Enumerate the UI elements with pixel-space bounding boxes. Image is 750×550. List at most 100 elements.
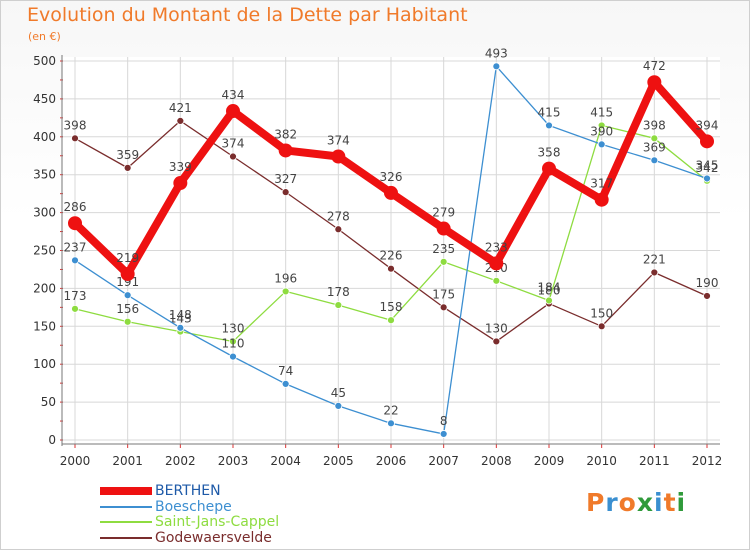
data-label: 394	[696, 118, 719, 132]
data-label: 493	[485, 46, 508, 60]
legend-swatch	[100, 487, 152, 495]
data-label: 339	[169, 160, 192, 174]
data-label: 382	[274, 127, 297, 141]
data-point	[387, 316, 395, 325]
data-label: 148	[169, 308, 192, 322]
data-label: 221	[643, 252, 666, 266]
data-point	[650, 156, 659, 165]
data-point	[123, 163, 132, 172]
x-tick-label: 2001	[112, 454, 143, 468]
x-tick-label: 2008	[481, 454, 512, 468]
data-point	[492, 62, 501, 71]
data-label: 345	[696, 158, 719, 172]
data-point	[71, 304, 79, 313]
x-tick-label: 2011	[639, 454, 670, 468]
data-point	[542, 161, 556, 176]
data-point	[492, 276, 501, 285]
y-tick-label: 300	[33, 206, 56, 220]
data-point	[387, 264, 395, 273]
data-point	[597, 121, 606, 130]
data-label: 434	[222, 88, 245, 102]
data-label: 190	[696, 276, 719, 290]
data-point	[71, 256, 79, 265]
data-point	[439, 257, 448, 266]
x-tick-label: 2000	[60, 454, 91, 468]
data-label: 327	[274, 172, 297, 186]
data-point	[545, 296, 553, 305]
data-label: 150	[590, 306, 613, 320]
data-label: 472	[643, 59, 666, 73]
data-point	[703, 174, 711, 183]
data-point	[436, 221, 451, 236]
data-label: 398	[64, 118, 87, 132]
data-point	[176, 116, 185, 125]
data-label: 178	[327, 285, 350, 299]
data-point	[334, 401, 343, 410]
data-point	[489, 256, 504, 271]
data-point	[173, 176, 188, 191]
data-label: 110	[222, 337, 245, 351]
data-label: 156	[116, 302, 139, 316]
data-label: 421	[169, 101, 192, 115]
data-label: 219	[116, 251, 139, 265]
data-label: 415	[590, 105, 613, 119]
data-label: 278	[327, 209, 350, 223]
data-label: 415	[538, 105, 561, 119]
data-label: 22	[383, 403, 398, 417]
data-point	[68, 216, 82, 231]
y-tick-label: 150	[33, 319, 56, 333]
data-point	[439, 303, 448, 312]
data-label: 143	[169, 312, 192, 326]
data-point	[281, 188, 290, 197]
data-point	[120, 266, 135, 281]
y-tick-label: 350	[33, 168, 56, 182]
x-tick-label: 2002	[165, 454, 196, 468]
x-tick-label: 2012	[692, 454, 723, 468]
data-label: 180	[538, 284, 561, 298]
data-label: 196	[274, 271, 297, 285]
data-point	[229, 152, 237, 161]
data-label: 175	[432, 287, 455, 301]
data-label: 45	[331, 386, 346, 400]
legend-swatch	[100, 521, 152, 523]
data-label: 390	[590, 124, 613, 138]
x-tick-label: 2009	[534, 454, 565, 468]
legend-label: Godewaersvelde	[155, 529, 272, 546]
legend-label: Saint-Jans-Cappel	[155, 514, 280, 530]
data-label: 358	[538, 146, 561, 160]
data-label: 398	[643, 118, 666, 132]
data-label: 374	[327, 134, 350, 148]
data-label: 359	[116, 148, 139, 162]
x-tick-label: 2007	[428, 454, 459, 468]
data-point	[334, 225, 343, 234]
data-label: 158	[380, 300, 403, 314]
data-point	[650, 134, 659, 143]
data-label: 130	[485, 321, 508, 335]
x-tick-label: 2005	[323, 454, 354, 468]
data-point	[123, 317, 132, 326]
y-tick-label: 450	[33, 92, 56, 106]
data-point	[281, 380, 290, 388]
y-tick-label: 500	[33, 54, 56, 68]
data-point	[594, 192, 609, 207]
data-label: 326	[380, 170, 403, 184]
data-point	[703, 292, 711, 300]
data-label: 74	[278, 364, 293, 378]
data-point	[229, 352, 237, 361]
data-point	[439, 430, 448, 438]
x-tick-label: 2010	[586, 454, 617, 468]
data-point	[700, 134, 714, 149]
legend-label: Boeschepe	[155, 498, 232, 515]
data-point	[226, 104, 240, 119]
data-point	[492, 337, 501, 346]
data-point	[71, 134, 79, 143]
legend-label: BERTHEN	[155, 483, 221, 499]
data-point	[384, 185, 398, 200]
data-point	[387, 419, 395, 428]
proxiti-logo: Proxiti	[586, 488, 687, 517]
data-point	[123, 291, 132, 300]
x-tick-label: 2004	[270, 454, 301, 468]
data-label: 286	[64, 200, 87, 214]
y-tick-label: 50	[41, 395, 56, 409]
